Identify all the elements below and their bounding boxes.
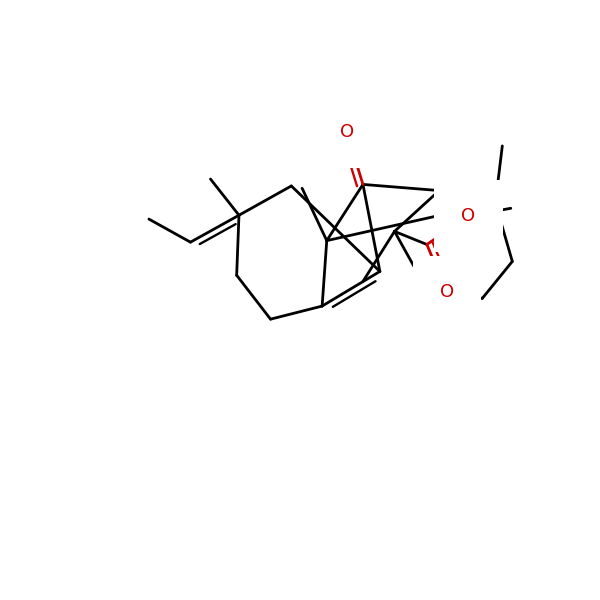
Text: O: O	[461, 207, 475, 225]
Text: O: O	[340, 123, 354, 141]
Text: O: O	[440, 283, 454, 301]
